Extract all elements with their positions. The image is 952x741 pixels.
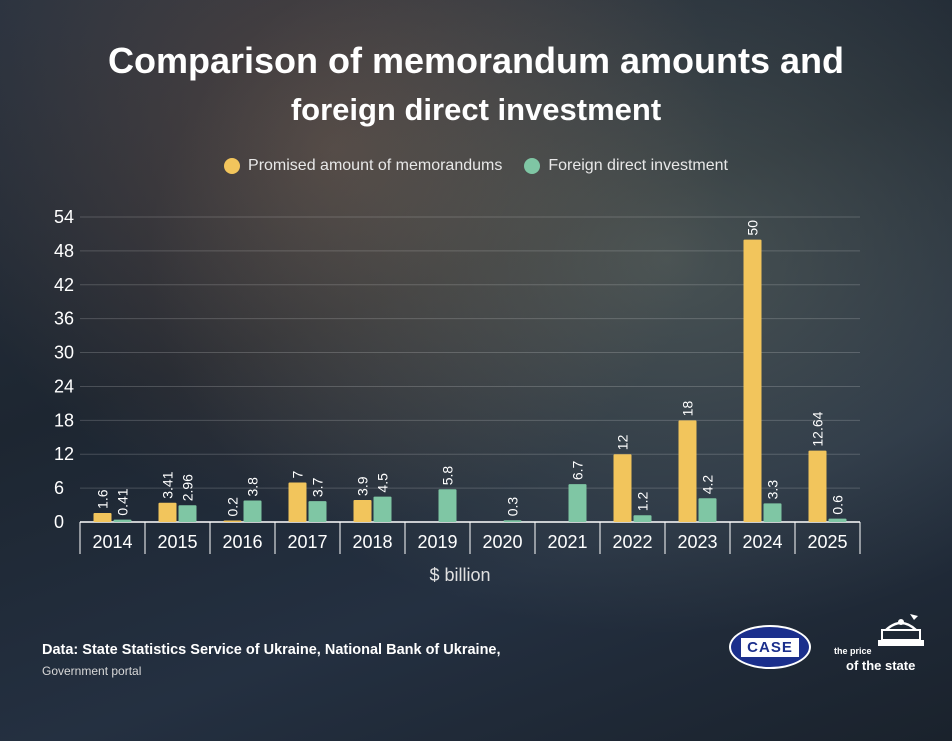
price-of-state-logo: the price of the state — [832, 612, 932, 674]
chart-title: Comparison of memorandum amounts and — [107, 40, 845, 81]
y-tick-label: 24 — [54, 376, 74, 396]
data-label: 4.2 — [700, 475, 716, 495]
bar — [178, 505, 197, 522]
data-label: 0.41 — [115, 488, 131, 515]
bar — [763, 503, 782, 522]
chart-subtitle: foreign direct investment — [290, 92, 662, 127]
data-label: 12.64 — [810, 411, 826, 446]
building-icon — [878, 614, 924, 646]
bar — [373, 496, 392, 522]
data-label: 1.2 — [635, 492, 651, 512]
bar — [698, 498, 717, 522]
data-label: 3.9 — [355, 476, 371, 496]
data-label: 0.3 — [505, 497, 521, 517]
bar — [158, 502, 177, 522]
case-logo: CASE — [729, 625, 811, 669]
bar — [613, 454, 632, 522]
data-label: 2.96 — [180, 474, 196, 501]
y-tick-label: 18 — [54, 410, 74, 430]
x-tick-label: 2017 — [287, 532, 327, 552]
bar — [503, 520, 522, 522]
case-logo-text: CASE — [741, 637, 799, 657]
legend: Promised amount of memorandums Foreign d… — [0, 157, 952, 175]
y-tick-label: 30 — [54, 343, 74, 363]
bar — [633, 515, 652, 522]
bar — [353, 499, 372, 522]
x-tick-label: 2025 — [807, 532, 847, 552]
bar — [828, 518, 847, 522]
y-tick-label: 42 — [54, 275, 74, 295]
data-label: 6.7 — [570, 460, 586, 480]
bar — [223, 520, 242, 522]
x-tick-label: 2020 — [482, 532, 522, 552]
logo-text-bottom: of the state — [846, 658, 916, 673]
data-label: 50 — [745, 220, 761, 236]
data-label: 0.2 — [225, 497, 241, 517]
y-tick-label: 48 — [54, 241, 74, 261]
data-label: 4.5 — [375, 473, 391, 493]
bar — [438, 489, 457, 522]
x-tick-label: 2024 — [742, 532, 782, 552]
legend-item-memorandums: Promised amount of memorandums — [224, 157, 502, 175]
bar — [308, 501, 327, 522]
y-tick-label: 54 — [54, 207, 74, 227]
bar-chart: 0 6 12 18 24 30 36 42 48 54 2014 2015 2016 2017 2018 20… — [54, 207, 847, 552]
y-tick-label: 0 — [54, 512, 64, 532]
data-label: 3.3 — [765, 480, 781, 500]
x-axis-label: $ billion — [429, 565, 491, 585]
x-tick-label: 2019 — [417, 532, 457, 552]
x-tick-label: 2022 — [612, 532, 652, 552]
bar — [678, 420, 697, 522]
bar — [288, 482, 307, 522]
data-label: 5.8 — [440, 466, 456, 486]
y-tick-label: 6 — [54, 478, 64, 498]
x-tick-label: 2014 — [92, 532, 132, 552]
data-label: 3.8 — [245, 477, 261, 497]
bar — [113, 519, 132, 522]
data-label: 3.41 — [160, 471, 176, 498]
data-label: 0.6 — [830, 495, 846, 515]
legend-dot-fdi — [524, 158, 541, 174]
bar — [743, 239, 762, 522]
y-tick-label: 36 — [54, 309, 74, 329]
data-label: 12 — [615, 434, 631, 450]
legend-label-memorandums: Promised amount of memorandums — [248, 157, 503, 174]
data-label: 1.6 — [95, 489, 111, 509]
legend-dot-memorandums — [224, 158, 241, 174]
legend-label-fdi: Foreign direct investment — [548, 157, 728, 174]
bar — [243, 500, 262, 522]
x-tick-label: 2015 — [157, 532, 197, 552]
data-label: 7 — [290, 470, 306, 478]
data-label: 3.7 — [310, 477, 326, 497]
data-label: 18 — [680, 401, 696, 417]
source-text: Data: State Statistics Service of Ukrain… — [42, 642, 501, 658]
x-tick-label: 2018 — [352, 532, 392, 552]
x-tick-label: 2021 — [547, 532, 587, 552]
bar — [808, 450, 827, 522]
x-tick-label: 2016 — [222, 532, 262, 552]
bar — [93, 512, 112, 522]
x-tick-label: 2023 — [677, 532, 717, 552]
bar — [568, 484, 587, 522]
y-tick-label: 12 — [54, 444, 74, 464]
source-text-secondary: Government portal — [42, 664, 142, 678]
logo-text-top: the price — [834, 646, 872, 656]
legend-item-fdi: Foreign direct investment — [524, 157, 728, 175]
